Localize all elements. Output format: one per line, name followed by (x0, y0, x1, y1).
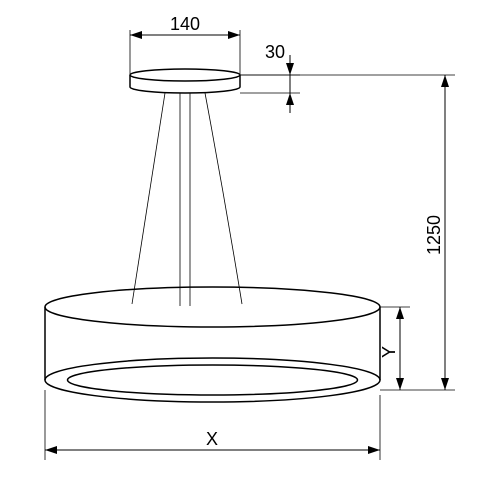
dim-shade-height-label: Y (379, 346, 399, 358)
dim-canopy-height-label: 30 (265, 42, 285, 62)
dim-shade-width-label: X (206, 429, 218, 449)
dim-canopy-width-label: 140 (170, 14, 200, 34)
dim-canopy-height: 30 (240, 42, 300, 113)
suspension-wires (132, 93, 242, 304)
dim-canopy-width: 140 (130, 14, 240, 75)
shade (45, 287, 380, 402)
dim-shade-height: Y (379, 307, 410, 390)
dim-drop-height-label: 1250 (424, 215, 444, 255)
technical-drawing: 140 30 (0, 0, 500, 500)
suspension-rod (180, 93, 190, 306)
dim-drop-height: 1250 (240, 75, 455, 390)
canopy (130, 69, 240, 93)
dim-shade-width: X (45, 390, 380, 460)
